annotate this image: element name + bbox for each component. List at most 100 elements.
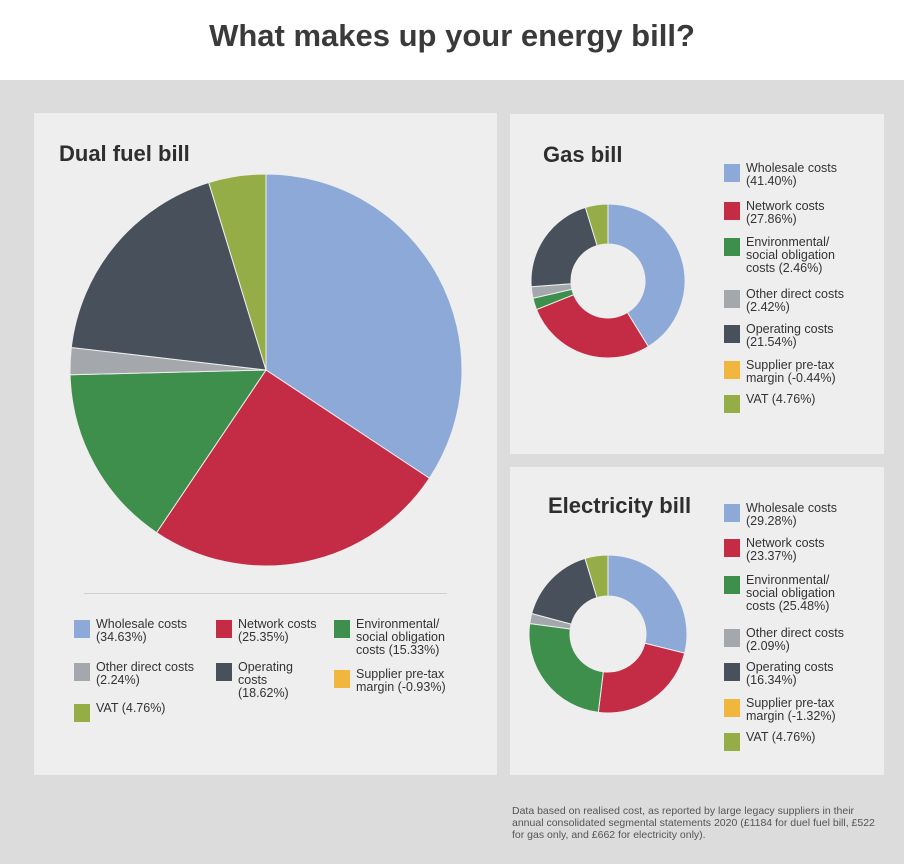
dual-legend-label-line: social obligation [356, 630, 445, 644]
dual-legend-swatch-network [216, 620, 232, 638]
dual-legend-label-line: margin (-0.93%) [356, 680, 446, 694]
dual-legend-label-line: Network costs [238, 617, 317, 631]
gas-legend-swatch-supplier-margin [724, 361, 740, 379]
dual-legend-swatch-operating [216, 663, 232, 681]
elec-legend-label-line: costs (25.48%) [746, 599, 830, 613]
gas-slice-vat [584, 203, 609, 247]
elec-legend-label-vat: VAT (4.76%) [746, 731, 815, 744]
dual-fuel-title: Dual fuel bill [59, 141, 190, 166]
elec-legend-swatch-environmental [724, 576, 740, 594]
dual-legend-label-line: Other direct costs [96, 660, 194, 674]
elec-legend-label-line: (23.37%) [746, 549, 797, 563]
gas-legend-label-line: Environmental/ [746, 235, 830, 249]
dual-legend-label-line: Operating [238, 660, 293, 674]
dual-legend-label-other-direct: Other direct costs (2.24%) [96, 661, 194, 687]
elec-legend-label-line: social obligation [746, 586, 835, 600]
elec-slice-wholesale [607, 554, 688, 654]
gas-legend-label-line: (21.54%) [746, 335, 797, 349]
gas-legend: Wholesale costs (41.40%) Network costs (27.… [510, 114, 884, 454]
dual-legend-label-line: VAT (4.76%) [96, 701, 166, 715]
elec-legend-label-other-direct: Other direct costs (2.09%) [746, 627, 844, 653]
elec-legend-label-wholesale: Wholesale costs (29.28%) [746, 502, 837, 528]
gas-legend-label-line: social obligation [746, 248, 835, 262]
elec-legend-swatch-operating [724, 663, 740, 681]
dual-slice-vat [208, 173, 267, 371]
dual-legend-label-line: Environmental/ [356, 617, 440, 631]
dual-legend-label-line: (34.63%) [96, 630, 147, 644]
dual-legend-label-line: Wholesale costs [96, 617, 188, 631]
dual-legend-label-line: (18.62%) [238, 686, 289, 700]
dual-fuel-panel: Dual fuel bill Wholesale costs (34.63%) Ne… [34, 113, 497, 775]
dual-slice-operating [70, 181, 267, 371]
elec-legend-swatch-other-direct [724, 629, 740, 647]
gas-legend-swatch-environmental [724, 238, 740, 256]
gas-legend-label-line: (41.40%) [746, 174, 797, 188]
dual-legend-swatch-environmental [334, 620, 350, 638]
elec-legend-label-network: Network costs (23.37%) [746, 537, 825, 563]
gas-legend-label-wholesale: Wholesale costs (41.40%) [746, 162, 837, 188]
elec-legend-label-line: (29.28%) [746, 514, 797, 528]
dual-legend-label-line: (25.35%) [238, 630, 289, 644]
gas-legend-label-line: Operating costs [746, 322, 834, 336]
legend-divider [84, 593, 447, 594]
electricity-legend: Wholesale costs (29.28%) Network costs (23.… [510, 467, 884, 775]
dual-legend-label-wholesale: Wholesale costs (34.63%) [96, 618, 187, 644]
gas-legend-swatch-operating [724, 325, 740, 343]
elec-legend-swatch-wholesale [724, 504, 740, 522]
gas-legend-swatch-other-direct [724, 290, 740, 308]
dual-fuel-pie-chart [69, 173, 463, 567]
dual-legend-label-supplier-margin: Supplier pre-tax margin (-0.93%) [356, 668, 446, 694]
dual-legend-label-line: costs (15.33%) [356, 643, 440, 657]
electricity-title: Electricity bill [548, 493, 692, 518]
elec-legend-label-line: margin (-1.32%) [746, 709, 836, 723]
gas-legend-label-vat: VAT (4.76%) [746, 393, 815, 406]
page-title: What makes up your energy bill? [209, 18, 695, 53]
elec-legend-label-supplier-margin: Supplier pre-tax margin (-1.32%) [746, 697, 836, 723]
header-bar: What makes up your energy bill? [0, 0, 904, 80]
dual-legend-swatch-wholesale [74, 620, 90, 638]
elec-legend-label-line: Wholesale costs [746, 501, 838, 515]
gas-legend-label-other-direct: Other direct costs (2.42%) [746, 288, 844, 314]
elec-slice-network [597, 642, 686, 714]
elec-legend-label-operating: Operating costs (16.34%) [746, 661, 834, 687]
dual-slice-environmental [69, 369, 267, 534]
gas-title: Gas bill [543, 142, 623, 167]
dual-slice-network [155, 369, 431, 567]
elec-legend-swatch-supplier-margin [724, 699, 740, 717]
dual-legend-label-operating: Operating costs (18.62%) [238, 661, 293, 700]
elec-legend-label-line: Other direct costs [746, 626, 844, 640]
gas-legend-swatch-wholesale [724, 164, 740, 182]
electricity-donut-chart [528, 554, 688, 714]
gas-legend-label-environmental: Environmental/social obligation costs (2.… [746, 236, 835, 275]
elec-slice-vat [584, 554, 609, 599]
dual-legend-label-line: Supplier pre-tax [356, 667, 445, 681]
dual-legend-label-network: Network costs (25.35%) [238, 618, 317, 644]
elec-legend-label-environmental: Environmental/social obligation costs (25… [746, 574, 835, 613]
dual-legend-swatch-vat [74, 704, 90, 722]
dual-legend-label-line: costs [238, 673, 268, 687]
elec-legend-label-line: VAT (4.76%) [746, 730, 816, 744]
gas-slice-network [535, 294, 650, 359]
gas-slice-operating [530, 206, 598, 288]
dual-fuel-legend: Wholesale costs (34.63%) Network costs (25.… [34, 113, 497, 775]
elec-slice-environmental [528, 622, 604, 713]
gas-legend-label-line: Supplier pre-tax [746, 358, 835, 372]
elec-legend-label-line: Supplier pre-tax [746, 696, 835, 710]
electricity-panel: Electricity bill Wholesale costs (29.28%)… [510, 467, 884, 775]
elec-legend-label-line: Operating costs [746, 660, 834, 674]
elec-legend-label-line: Network costs [746, 536, 825, 550]
dual-legend-label-environmental: Environmental/social obligation costs (15… [356, 618, 445, 657]
gas-legend-label-line: Wholesale costs [746, 161, 838, 175]
elec-legend-swatch-vat [724, 733, 740, 751]
elec-legend-label-line: (2.09%) [746, 639, 790, 653]
gas-legend-label-network: Network costs (27.86%) [746, 200, 825, 226]
gas-legend-label-line: (27.86%) [746, 212, 797, 226]
gas-donut-chart [530, 203, 686, 359]
gas-legend-label-line: (2.42%) [746, 300, 790, 314]
gas-legend-swatch-vat [724, 395, 740, 413]
source-footnote: Data based on realised cost, as reported… [512, 805, 875, 841]
gas-legend-label-line: Network costs [746, 199, 825, 213]
gas-panel: Gas bill Wholesale costs (41.40%) Network … [510, 114, 884, 454]
dual-legend-swatch-other-direct [74, 663, 90, 681]
gas-legend-label-line: margin (-0.44%) [746, 371, 836, 385]
